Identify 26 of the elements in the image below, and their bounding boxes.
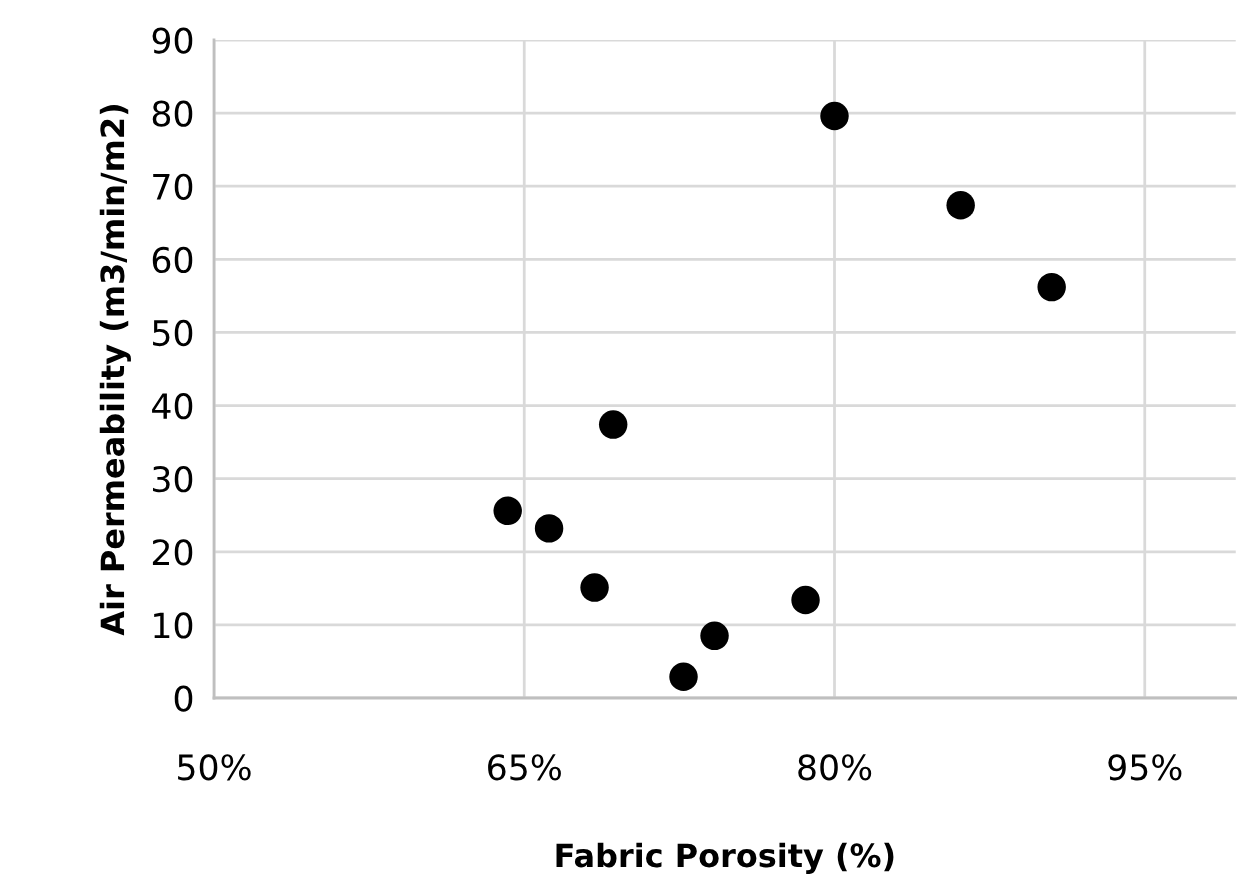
point bbox=[700, 621, 729, 651]
y-tick-label: 10 bbox=[154, 612, 193, 639]
x-tick-label: 65% bbox=[488, 754, 561, 781]
point bbox=[580, 573, 609, 602]
point bbox=[669, 662, 698, 692]
y-axis-title: Air Permeability (m3/min/m2) bbox=[99, 105, 131, 636]
y-tick-label: 30 bbox=[153, 466, 193, 493]
y-tick-label: 20 bbox=[152, 539, 193, 566]
x-tick-label: 95% bbox=[1108, 754, 1182, 781]
y-tick-label: 80 bbox=[152, 100, 193, 127]
point bbox=[946, 191, 975, 220]
x-tick-label: 80% bbox=[798, 754, 872, 781]
y-tick-label: 40 bbox=[152, 392, 193, 420]
y-tick-label: 50 bbox=[153, 319, 193, 347]
point bbox=[493, 496, 522, 526]
point bbox=[791, 585, 820, 615]
point bbox=[820, 101, 849, 131]
point bbox=[534, 514, 564, 543]
x-tick-label: 50% bbox=[178, 754, 251, 781]
y-tick-label: 60 bbox=[152, 246, 193, 274]
point bbox=[1037, 272, 1066, 302]
y-tick-label: 70 bbox=[153, 173, 193, 200]
y-tick-label: 0 bbox=[174, 685, 193, 712]
point bbox=[598, 410, 628, 439]
x-axis-title: Fabric Porosity (%) bbox=[556, 842, 894, 874]
y-tick-label: 90 bbox=[152, 27, 193, 54]
